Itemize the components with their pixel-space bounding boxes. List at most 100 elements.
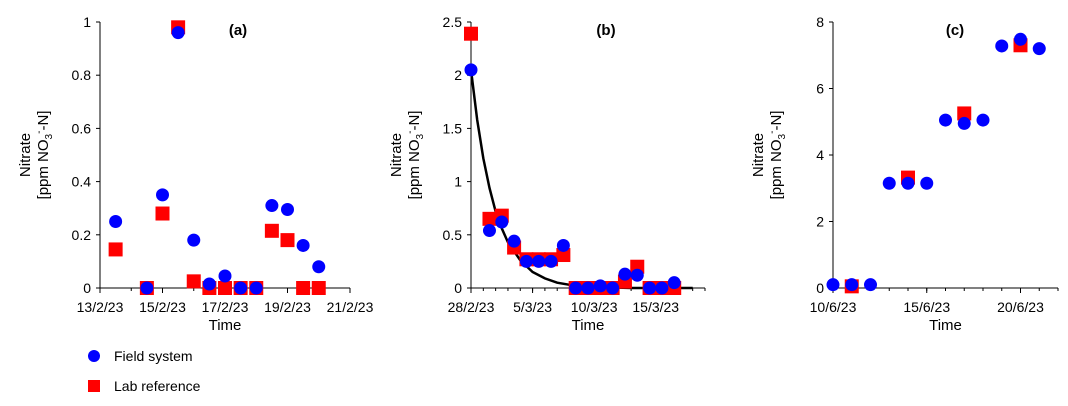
field-system-point: [508, 235, 521, 248]
y-tick-label: 2.5: [443, 14, 463, 30]
x-tick-label: 20/6/23: [997, 299, 1044, 315]
field-system-point: [219, 270, 232, 283]
field-system-point: [483, 224, 496, 237]
y-tick-label: 1: [83, 14, 91, 30]
figure-panels: 0 0.2 0.4 0.6 0.8 1 13/2/23 15/2/23 17/2/23 19/2/…: [0, 0, 1068, 340]
x-axis-label: Time: [209, 317, 242, 334]
x-tick-label: 13/2/23: [77, 299, 124, 315]
y-axis-label-line2: [ppm NO3--N]: [767, 111, 788, 200]
field-system-point: [827, 278, 840, 291]
field-system-point: [1033, 42, 1046, 55]
y-tick-label: 0.6: [72, 120, 92, 136]
field-system-point: [187, 234, 200, 247]
y-tick-label: 0.5: [443, 227, 463, 243]
y-axis-label-line1: Nitrate: [750, 133, 767, 177]
field-system-point: [520, 255, 533, 268]
field-system-point: [203, 278, 216, 291]
y-axis-label-sub: 3: [44, 133, 55, 139]
y-tick-label: 2: [816, 214, 824, 230]
y-axis-label-line1: Nitrate: [388, 133, 405, 177]
field-system-point: [532, 255, 545, 268]
legend-item-field: Field system: [82, 346, 200, 366]
field-system-point: [297, 239, 310, 252]
y-tick-label: 0: [83, 280, 91, 296]
field-system-point: [920, 177, 933, 190]
x-tick-label: 19/2/23: [264, 299, 311, 315]
field-system-point: [864, 278, 877, 291]
field-system-point: [265, 199, 278, 212]
y-axis-label-line1: Nitrate: [17, 133, 34, 177]
panel-a: 0 0.2 0.4 0.6 0.8 1 13/2/23 15/2/23 17/2/23 19/2/…: [17, 14, 374, 334]
x-tick-label: 10/3/23: [571, 299, 618, 315]
lab-reference-point: [482, 212, 496, 226]
x-tick-label: 5/3/23: [513, 299, 552, 315]
field-system-point: [1014, 33, 1027, 46]
y-tick-label: 0.8: [72, 67, 92, 83]
y-axis-label-suffix: -N]: [768, 111, 785, 131]
field-system-point: [655, 282, 668, 295]
y-tick-label: 6: [816, 81, 824, 97]
x-tick-label: 15/2/23: [139, 299, 186, 315]
x-tick-label: 15/3/23: [632, 299, 679, 315]
field-system-point: [569, 282, 582, 295]
panel-title: (c): [946, 22, 964, 39]
legend: Field system Lab reference: [82, 346, 200, 406]
field-system-point: [495, 216, 508, 229]
legend-circle-marker: [82, 346, 106, 366]
y-tick-label: 1.5: [443, 120, 463, 136]
panel-b: 0 0.5 1 1.5 2 2.5 28/2/23 5/3/23 10/3/23 15/3/23 T…: [388, 14, 705, 334]
y-tick-label: 8: [816, 14, 824, 30]
y-axis-label-sub: 3: [415, 133, 426, 139]
x-tick-label: 10/6/23: [810, 299, 857, 315]
lab-reference-point: [296, 281, 310, 295]
panel-title: (a): [229, 22, 247, 39]
field-system-point: [845, 278, 858, 291]
field-system-point: [172, 26, 185, 39]
x-tick-label: 15/6/23: [903, 299, 950, 315]
field-system-point: [939, 114, 952, 127]
y-tick-label: 0: [454, 280, 462, 296]
lab-reference-point: [265, 224, 279, 238]
y-axis-label-suffix: -N]: [35, 111, 52, 131]
field-system-point: [883, 177, 896, 190]
x-tick-label: 21/2/23: [327, 299, 374, 315]
y-axis-label-prefix: [ppm NO: [406, 139, 423, 199]
lab-reference-point: [109, 242, 123, 256]
legend-label-lab: Lab reference: [114, 378, 200, 394]
y-axis-label-line2: [ppm NO3--N]: [34, 111, 55, 200]
x-axis-label: Time: [572, 317, 605, 334]
field-system-point: [281, 203, 294, 216]
field-system-point: [995, 39, 1008, 52]
y-axis-label-prefix: [ppm NO: [35, 139, 52, 199]
field-system-point: [958, 117, 971, 130]
field-system-point: [465, 63, 478, 76]
y-tick-label: 1: [454, 174, 462, 190]
field-system-point: [594, 279, 607, 292]
legend-square-marker: [82, 376, 106, 396]
x-tick-label: 28/2/23: [448, 299, 495, 315]
field-system-point: [312, 260, 325, 273]
legend-label-field: Field system: [114, 348, 193, 364]
x-axis-label: Time: [929, 317, 962, 334]
y-tick-label: 2: [454, 67, 462, 83]
y-axis-label-line2: [ppm NO3--N]: [405, 111, 426, 200]
field-system-point: [140, 282, 153, 295]
field-system-point: [250, 282, 263, 295]
field-system-point: [977, 114, 990, 127]
y-tick-label: 4: [816, 147, 824, 163]
field-system-point: [902, 177, 915, 190]
field-system-point: [631, 269, 644, 282]
lab-reference-point: [464, 27, 478, 41]
field-system-point: [156, 188, 169, 201]
y-axis-label-suffix: -N]: [406, 111, 423, 131]
y-tick-label: 0.4: [72, 174, 92, 190]
panel-title: (b): [596, 22, 615, 39]
y-tick-label: 0: [816, 280, 824, 296]
field-system-point: [557, 239, 570, 252]
field-system-point: [618, 268, 631, 281]
field-system-point: [109, 215, 122, 228]
field-system-point: [668, 276, 681, 289]
field-system-point: [606, 282, 619, 295]
x-tick-label: 17/2/23: [202, 299, 249, 315]
y-axis-label-sub: 3: [777, 133, 788, 139]
